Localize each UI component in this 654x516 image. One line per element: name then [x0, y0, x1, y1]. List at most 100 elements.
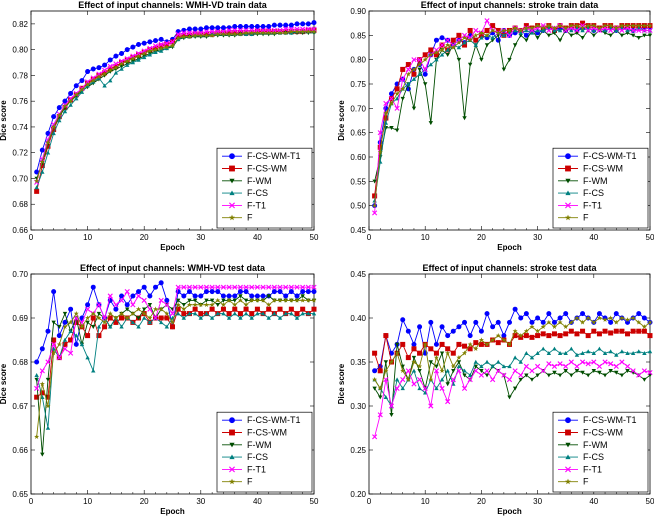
data-point	[478, 372, 484, 378]
data-point	[388, 359, 394, 365]
y-tick-label: 0.78	[12, 71, 28, 80]
data-point	[417, 363, 423, 369]
data-point	[585, 333, 591, 339]
data-point	[51, 346, 56, 351]
data-point	[209, 289, 215, 295]
data-point	[90, 310, 96, 316]
data-point	[141, 50, 147, 56]
data-point	[125, 62, 130, 67]
data-point	[602, 317, 608, 322]
data-point	[563, 324, 569, 329]
data-point	[422, 385, 428, 391]
data-point	[40, 169, 45, 174]
data-point	[546, 373, 552, 378]
data-point	[551, 331, 557, 337]
data-point	[518, 30, 523, 35]
data-point	[507, 57, 512, 62]
data-point	[108, 78, 113, 83]
data-point	[283, 293, 289, 299]
legend: F-CS-WM-T1 F-CS-WM F-WM F-CS F-T1 F	[552, 411, 649, 493]
data-point	[467, 377, 473, 383]
legend-label: F-CS-WM-T1	[583, 415, 637, 425]
data-point	[181, 315, 187, 320]
data-point	[433, 350, 439, 356]
data-point	[147, 320, 153, 325]
data-point	[608, 369, 613, 373]
data-point	[484, 43, 490, 48]
data-point	[546, 311, 552, 317]
data-point	[136, 306, 142, 312]
y-tick-label: 0.45	[350, 270, 366, 279]
data-point	[523, 311, 529, 317]
data-point	[305, 289, 311, 295]
data-point	[243, 311, 249, 316]
data-point	[85, 320, 90, 325]
data-point	[288, 284, 294, 290]
x-tick-label: 40	[253, 233, 262, 242]
data-point	[625, 369, 630, 373]
data-point	[243, 306, 249, 312]
data-point	[456, 364, 462, 369]
data-point	[506, 32, 513, 38]
data-point	[372, 350, 378, 356]
data-point	[406, 81, 411, 86]
data-point	[266, 315, 271, 320]
chart-title: Effect of input channels: stroke test da…	[422, 263, 597, 273]
legend-marker	[565, 165, 571, 172]
data-point	[198, 302, 204, 307]
data-point	[68, 329, 73, 333]
data-point	[119, 61, 125, 66]
data-point	[56, 355, 62, 361]
data-point	[266, 284, 272, 290]
data-point	[96, 302, 102, 308]
data-point	[181, 311, 187, 317]
data-point	[85, 81, 91, 87]
data-point	[524, 373, 529, 378]
legend-marker	[229, 466, 235, 473]
data-point	[39, 368, 45, 374]
legend-label: F-CS-WM	[247, 428, 287, 438]
data-point	[181, 34, 187, 39]
data-point	[90, 66, 96, 72]
data-point	[524, 351, 529, 355]
data-point	[378, 395, 383, 400]
data-point	[462, 35, 468, 40]
y-tick-label: 0.68	[12, 358, 28, 367]
data-point	[394, 350, 400, 356]
data-point	[405, 355, 411, 361]
data-point	[226, 284, 232, 290]
data-point	[624, 363, 631, 369]
y-axis-label: Dice score	[0, 363, 8, 404]
data-point	[614, 352, 619, 357]
data-point	[422, 52, 428, 58]
data-point	[596, 311, 602, 317]
data-point	[254, 284, 260, 290]
data-point	[198, 284, 204, 290]
data-point	[473, 27, 479, 34]
x-tick-label: 50	[310, 233, 319, 242]
data-point	[647, 349, 653, 354]
data-point	[249, 23, 255, 29]
data-point	[574, 369, 580, 373]
series-line	[36, 295, 314, 455]
data-point	[462, 368, 467, 373]
data-point	[153, 50, 158, 54]
data-point	[300, 294, 305, 299]
data-point	[484, 359, 490, 364]
data-point	[507, 364, 512, 369]
data-point	[34, 178, 40, 184]
data-point	[113, 70, 119, 75]
data-point	[237, 284, 244, 290]
legend-marker	[565, 466, 571, 473]
data-point	[625, 331, 631, 337]
data-point	[433, 37, 439, 43]
data-point	[394, 342, 400, 347]
data-point	[585, 373, 591, 378]
data-point	[91, 368, 96, 373]
data-point	[630, 22, 636, 28]
data-point	[153, 284, 159, 290]
series-F	[34, 297, 317, 439]
data-point	[215, 284, 221, 290]
y-tick-label: 0.65	[350, 129, 366, 138]
legend-label: F-CS	[247, 452, 268, 462]
